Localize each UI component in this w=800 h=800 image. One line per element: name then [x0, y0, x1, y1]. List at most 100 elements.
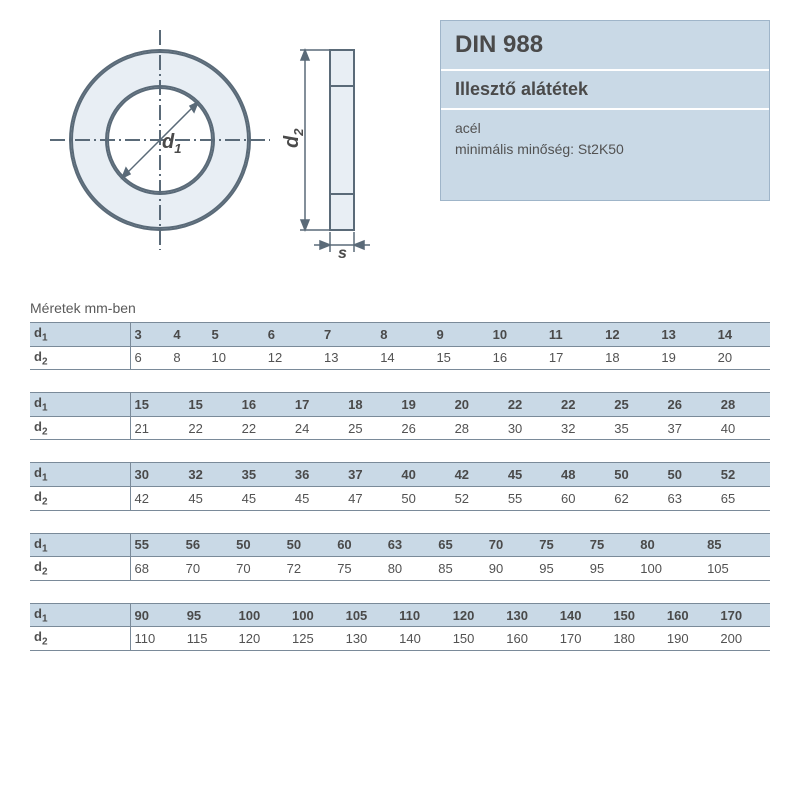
table-cell: 130 [342, 627, 396, 651]
table-cell: 115 [183, 627, 235, 651]
table-cell: 50 [664, 463, 717, 487]
dimensions-caption: Méretek mm-ben [30, 300, 770, 316]
washer-diagram: d1 d2 s [30, 20, 400, 260]
table-cell: 60 [557, 486, 610, 510]
table-cell: 16 [489, 346, 545, 370]
dimension-block: d19095100100105110120130140150160170d211… [30, 603, 770, 651]
table-cell: 50 [397, 486, 450, 510]
svg-text:s: s [338, 245, 347, 260]
dimension-block: d1555650506063657075758085d2687070727580… [30, 533, 770, 581]
table-row-d2: d268707072758085909595100105 [30, 557, 770, 581]
table-row-d1: d134567891011121314 [30, 323, 770, 347]
table-cell: 12 [264, 346, 320, 370]
table-cell: 55 [504, 486, 557, 510]
table-cell: 160 [663, 603, 717, 627]
table-row-d2: d26810121314151617181920 [30, 346, 770, 370]
table-cell: 55 [130, 533, 182, 557]
table-cell: 26 [664, 393, 717, 417]
table-cell: 26 [397, 416, 450, 440]
table-cell: 75 [333, 557, 384, 581]
table-cell: 22 [238, 416, 291, 440]
table-cell: 105 [703, 557, 770, 581]
table-cell: 105 [342, 603, 396, 627]
table-cell: 68 [130, 557, 182, 581]
table-cell: 75 [586, 533, 637, 557]
material-spec: minimális minőség: St2K50 [455, 139, 755, 160]
row-label: d1 [30, 533, 130, 557]
table-cell: 22 [504, 393, 557, 417]
table-cell: 50 [232, 533, 283, 557]
dimension-table: d1303235363740424548505052d2424545454750… [30, 462, 770, 510]
table-row-d1: d1151516171819202222252628 [30, 393, 770, 417]
table-cell: 40 [397, 463, 450, 487]
table-cell: 15 [184, 393, 237, 417]
table-cell: 47 [344, 486, 397, 510]
table-cell: 50 [610, 463, 663, 487]
table-cell: 22 [184, 416, 237, 440]
row-label: d2 [30, 346, 130, 370]
table-cell: 40 [717, 416, 770, 440]
table-cell: 70 [182, 557, 233, 581]
table-cell: 28 [717, 393, 770, 417]
table-cell: 35 [610, 416, 663, 440]
table-cell: 45 [504, 463, 557, 487]
table-cell: 70 [232, 557, 283, 581]
table-cell: 45 [184, 486, 237, 510]
table-row-d2: d2110115120125130140150160170180190200 [30, 627, 770, 651]
table-cell: 60 [333, 533, 384, 557]
table-cell: 15 [130, 393, 184, 417]
table-cell: 7 [320, 323, 376, 347]
row-label: d1 [30, 393, 130, 417]
table-cell: 140 [395, 627, 449, 651]
table-cell: 180 [609, 627, 663, 651]
table-cell: 25 [344, 416, 397, 440]
table-cell: 72 [283, 557, 334, 581]
material-label: acél [455, 118, 755, 139]
table-cell: 150 [609, 603, 663, 627]
table-cell: 150 [449, 627, 503, 651]
table-cell: 140 [556, 603, 610, 627]
table-cell: 4 [169, 323, 207, 347]
table-cell: 170 [716, 603, 770, 627]
row-label: d2 [30, 486, 130, 510]
table-cell: 65 [717, 486, 770, 510]
table-cell: 100 [288, 603, 342, 627]
row-label: d2 [30, 416, 130, 440]
table-cell: 20 [714, 346, 770, 370]
table-cell: 12 [601, 323, 657, 347]
table-cell: 20 [451, 393, 504, 417]
dimension-block: d1151516171819202222252628d2212222242526… [30, 392, 770, 440]
table-cell: 32 [184, 463, 237, 487]
table-cell: 10 [489, 323, 545, 347]
table-cell: 25 [610, 393, 663, 417]
table-row-d2: d2424545454750525560626365 [30, 486, 770, 510]
table-cell: 15 [432, 346, 488, 370]
table-cell: 11 [545, 323, 601, 347]
table-cell: 100 [636, 557, 703, 581]
table-cell: 28 [451, 416, 504, 440]
table-cell: 48 [557, 463, 610, 487]
table-cell: 90 [485, 557, 536, 581]
table-cell: 160 [502, 627, 556, 651]
table-cell: 5 [208, 323, 264, 347]
table-cell: 190 [663, 627, 717, 651]
table-cell: 18 [344, 393, 397, 417]
table-cell: 37 [664, 416, 717, 440]
standard-code: DIN 988 [441, 21, 769, 71]
table-row-d1: d1555650506063657075758085 [30, 533, 770, 557]
table-cell: 110 [130, 627, 183, 651]
table-cell: 130 [502, 603, 556, 627]
table-cell: 85 [434, 557, 485, 581]
table-cell: 200 [716, 627, 770, 651]
material-info: acél minimális minőség: St2K50 [441, 110, 769, 200]
dimension-table: d1151516171819202222252628d2212222242526… [30, 392, 770, 440]
table-cell: 16 [238, 393, 291, 417]
table-row-d2: d2212222242526283032353740 [30, 416, 770, 440]
table-cell: 45 [291, 486, 344, 510]
table-cell: 85 [703, 533, 770, 557]
table-cell: 30 [130, 463, 184, 487]
table-cell: 13 [657, 323, 713, 347]
table-cell: 80 [384, 557, 435, 581]
row-label: d2 [30, 627, 130, 651]
table-cell: 3 [130, 323, 169, 347]
